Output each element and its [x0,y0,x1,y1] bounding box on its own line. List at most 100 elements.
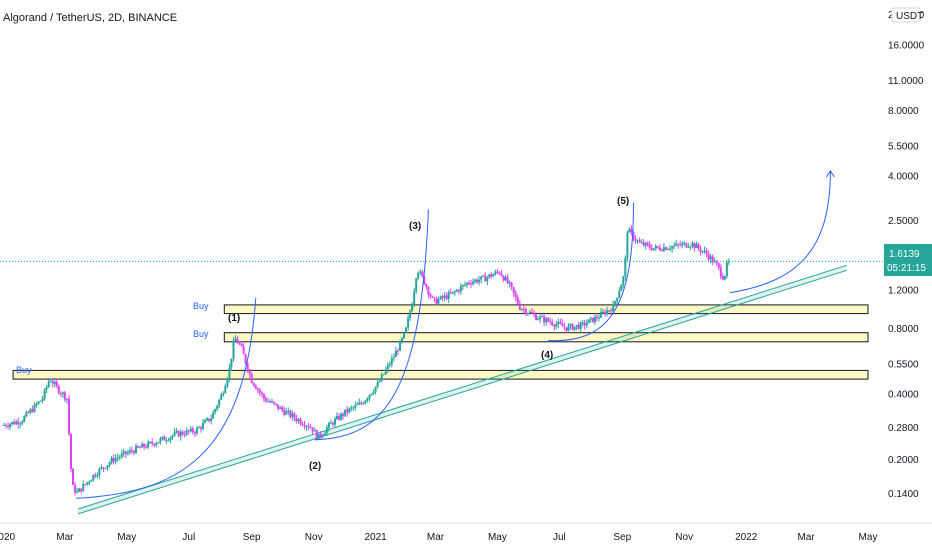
candle-body [37,401,40,404]
candle-body [721,276,724,280]
candle-body [484,275,487,282]
candle-body [307,426,310,428]
candle-body [317,433,320,440]
candle-body [218,399,221,406]
candle-body [662,247,665,251]
candle-body [535,314,537,320]
trendline [77,264,847,510]
candle-body [711,256,714,263]
candle-body [707,253,710,260]
time-axis[interactable]: 2020 Mar May Jul Sep Nov 2021 Mar May Jul Sep Nov 20… [0,522,932,543]
y-tick-label: 16.0000 [888,40,925,51]
candle-body [683,242,686,244]
candle-body [208,418,211,421]
candle-body [53,381,56,384]
candle-body [626,232,629,258]
candle-body [260,392,263,395]
candle-body [695,244,698,248]
candle-body [252,383,255,386]
candle-body [74,485,77,493]
candle-body [100,467,103,469]
candle-body [331,422,334,425]
candle-body [33,404,36,412]
candle-body [366,398,369,401]
candle-body [555,324,558,327]
candle-body [43,389,46,399]
candle-body [200,427,202,429]
candle-body [614,301,617,305]
candle-body [506,277,509,283]
candle-body [368,395,371,399]
candle-body [705,250,708,254]
candle-body [488,274,491,278]
candle-body [431,296,434,298]
candle-body [640,242,643,244]
y-tick-label: 0.8000 [888,324,919,335]
wave-label-1: (1) [228,313,240,324]
candle-body [533,313,535,315]
candle-body [608,310,611,312]
axis-unit-label[interactable]: USDT [896,11,923,22]
buy-label-2: Buy [193,329,209,339]
candle-body [677,243,680,245]
candle-body [644,242,647,246]
candle-body [202,422,204,429]
candle-body [232,340,235,359]
candle-body [386,365,389,370]
candle-body [675,243,678,246]
candle-body [537,319,539,320]
x-tick-label: May [488,532,507,543]
candle-body [130,450,133,452]
candle-body [126,452,129,455]
candle-body [78,488,81,492]
candle-body [433,297,436,299]
candle-body [61,392,64,394]
candle-body [472,281,475,285]
candle-body [539,316,542,319]
candle-body [573,326,576,330]
candle-body [348,408,351,413]
candle-body [622,276,625,285]
candle-body [437,299,440,304]
candle-body [352,407,355,409]
candle-body [275,403,278,405]
candle-body [108,462,111,466]
buy-zone [223,304,869,315]
candle-body [470,283,472,285]
candle-body [106,465,109,469]
candle-body [667,249,669,250]
candle-body [699,248,702,252]
candle-body [147,442,150,448]
axis-unit-bg [891,7,921,23]
candle-body [575,325,578,327]
candle-body [545,318,548,323]
candle-body [118,456,121,458]
candle-body [23,416,26,422]
candle-body [689,246,692,248]
candle-body [691,243,694,247]
candle-body [179,431,182,437]
candle-body [226,378,229,387]
candle-body [482,275,485,277]
candle-body [7,426,10,428]
candle-body [415,278,418,292]
candle-body [466,282,468,285]
candle-body [569,324,572,326]
y-tick-label: 0.2000 [888,455,919,466]
candle-body [492,274,495,277]
candle-body [297,419,300,421]
candle-body [309,427,312,429]
labels-layer: (1) (2) (3) (4) (5) Buy Buy Buy [16,196,629,472]
y-tick-label: 11.0000 [888,76,924,87]
candle-body [27,412,30,414]
candle-body [423,276,426,285]
candle-body [610,310,613,312]
candle-body [648,244,651,248]
candle-body [228,367,231,379]
candle-body [512,287,515,293]
candle-body [80,488,83,492]
candle-body [346,409,349,413]
candle-body [600,312,602,318]
candle-body [21,421,24,424]
